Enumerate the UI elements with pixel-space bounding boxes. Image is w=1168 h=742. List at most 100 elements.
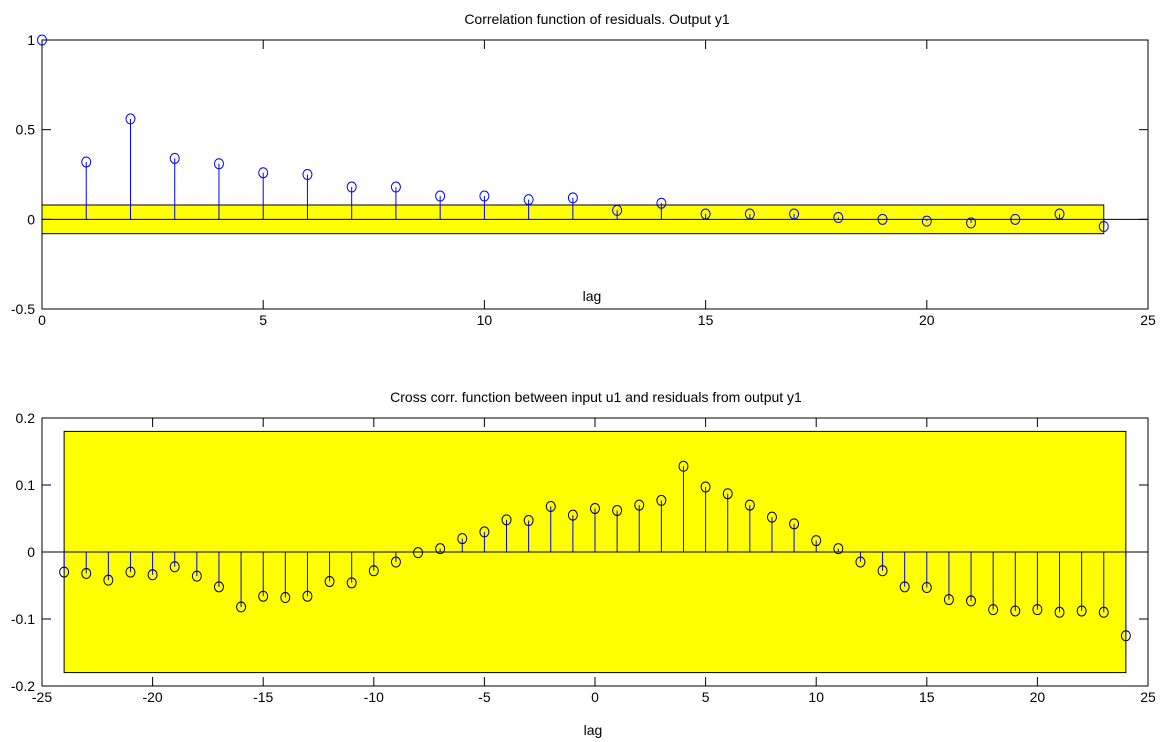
stem-marker (833, 543, 844, 555)
x-tick-label: 5 (702, 689, 710, 705)
x-tick-label: -20 (142, 689, 162, 705)
axes-background (42, 40, 1148, 309)
y-tick-label: -0.2 (11, 678, 35, 694)
stem-marker (1076, 605, 1087, 617)
stem-marker (966, 595, 977, 607)
x-tick-label: 15 (919, 689, 935, 705)
plot-area: 0 5 10 15 20 25-0.500.51 (11, 32, 1156, 328)
y-tick-label: 0 (27, 544, 35, 560)
stem-marker (390, 181, 401, 193)
stem-marker (921, 215, 932, 227)
stem-marker (656, 494, 667, 506)
x-tick-label: 25 (1140, 312, 1156, 328)
stem-marker (435, 543, 446, 555)
stem-marker (523, 194, 534, 206)
stem-marker (545, 500, 556, 512)
stem-marker (766, 511, 777, 523)
y-tick-label: 0.2 (16, 410, 36, 426)
chart-title: Correlation function of residuals. Outpu… (464, 11, 730, 27)
stem-marker (678, 460, 689, 472)
stem-marker (81, 567, 92, 579)
stem-marker (700, 481, 711, 493)
stem-marker (213, 581, 224, 593)
stem-marker (501, 514, 512, 526)
stem-marker (700, 208, 711, 220)
x-tick-label: -15 (253, 689, 273, 705)
stem-marker (988, 604, 999, 616)
stem-marker (1054, 208, 1065, 220)
stem-marker (479, 526, 490, 538)
stem-marker (789, 208, 800, 220)
stem-marker (346, 181, 357, 193)
stem-marker (191, 570, 202, 582)
stem-marker (302, 169, 313, 180)
stem-marker (213, 158, 224, 170)
x-tick-label: 0 (591, 689, 599, 705)
stem-marker (943, 594, 954, 606)
y-tick-label: 0.1 (16, 477, 36, 493)
stem-marker (258, 590, 269, 602)
x-axis-label: lag (583, 288, 602, 304)
stem-marker (479, 190, 490, 202)
stem-marker (744, 208, 755, 220)
stem-marker (457, 533, 468, 545)
y-tick-label: 1 (27, 32, 35, 48)
stem-marker (1054, 606, 1065, 618)
stem-marker (634, 499, 645, 511)
x-tick-label: 20 (919, 312, 935, 328)
stem-marker (125, 566, 136, 578)
x-tick-label: 10 (808, 689, 824, 705)
stem-marker (368, 565, 379, 577)
stem-marker (656, 197, 667, 209)
x-tick-label: -25 (32, 689, 52, 705)
x-tick-label: 20 (1030, 689, 1046, 705)
stem-marker (811, 535, 822, 547)
y-tick-label: 0 (27, 211, 35, 227)
x-tick-label: -5 (478, 689, 491, 705)
stem-marker (236, 601, 247, 613)
cross-correlation-chart: -25 -20 -15 -10 -5 0 5 10 15 20 25-0.2-0.100.10.2 … (11, 389, 1156, 738)
stem-marker (1010, 213, 1021, 225)
stem-marker (612, 504, 623, 516)
stem-marker (523, 515, 534, 527)
y-tick-label: -0.5 (11, 301, 35, 317)
x-tick-label: 25 (1140, 689, 1156, 705)
x-tick-label: 0 (38, 312, 46, 328)
axes-frame (41, 39, 1149, 310)
stem-marker (722, 488, 733, 500)
stem-marker (877, 213, 888, 225)
stem-marker (1032, 604, 1043, 616)
stem-marker (789, 518, 800, 530)
stem-marker (877, 565, 888, 577)
stem-marker (169, 561, 180, 573)
stem-marker (169, 152, 180, 164)
x-tick-label: 15 (698, 312, 714, 328)
stem-marker (567, 509, 578, 521)
stem-marker (81, 156, 92, 168)
stem-marker (435, 190, 446, 202)
stem-marker (1098, 221, 1109, 233)
stem-marker (612, 204, 623, 216)
x-axis-label: lag (584, 722, 603, 738)
stem-marker (1098, 606, 1109, 618)
stem-marker (1120, 630, 1131, 642)
stem-marker (103, 574, 114, 586)
stem-marker (567, 192, 578, 204)
stem-marker (346, 577, 357, 589)
stem-marker (147, 569, 158, 581)
x-tick-label: 10 (477, 312, 493, 328)
stem-marker (125, 113, 136, 125)
stem-marker (921, 582, 932, 594)
y-tick-label: -0.1 (11, 611, 35, 627)
stem-marker (899, 581, 910, 593)
x-tick-label: 5 (259, 312, 267, 328)
plot-area: -25 -20 -15 -10 -5 0 5 10 15 20 25 -0.2 -0.1 0 0.1 0.2 (11, 410, 1156, 705)
stem-marker (59, 566, 70, 578)
chart-title: Cross corr. function between input u1 an… (390, 389, 802, 405)
stem-marker (390, 556, 401, 568)
stem-marker (966, 217, 977, 229)
stem-marker (1010, 605, 1021, 617)
stem-marker (280, 592, 291, 604)
stem-marker (258, 167, 269, 179)
